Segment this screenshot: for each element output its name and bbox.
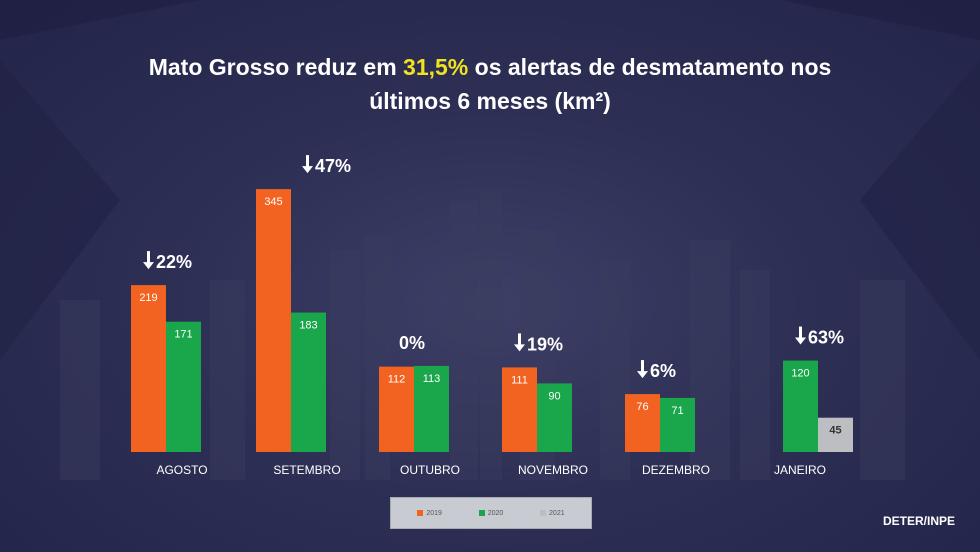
x-tick-label-setembro: SETEMBRO	[273, 463, 340, 477]
title-line-1: Mato Grosso reduz em 31,5% os alertas de…	[0, 50, 980, 84]
change-annotation-outubro: 0%	[399, 333, 425, 353]
bar-2020-dezembro	[660, 397, 695, 452]
legend-swatch-2021	[540, 510, 547, 516]
change-annotation-janeiro: 63%	[808, 328, 844, 348]
down-arrow-icon	[302, 155, 313, 174]
legend-label-2021: 2021	[549, 509, 565, 517]
legend-item-2020: 2020	[478, 509, 504, 517]
down-arrow-icon	[514, 333, 525, 352]
bar-2019-agosto	[131, 285, 166, 452]
legend: 2019 2020 2021	[390, 497, 592, 529]
bar-2020-outubro	[414, 365, 449, 452]
legend-label-2019: 2019	[426, 509, 442, 517]
data-label-2019-agosto: 219	[139, 292, 157, 304]
data-label-2019-dezembro: 76	[636, 401, 648, 413]
data-label-2020-dezembro: 71	[671, 405, 683, 417]
bar-2019-novembro	[502, 367, 537, 452]
bar-2019-setembro	[256, 189, 291, 453]
data-label-2020-novembro: 90	[548, 390, 560, 402]
data-label-2020-outubro: 113	[423, 373, 441, 385]
bar-2020-novembro	[537, 383, 572, 452]
bar-2020-janeiro	[783, 360, 818, 452]
title-highlight: 31,5%	[403, 54, 469, 80]
source-label: DETER/INPE	[882, 514, 955, 528]
x-tick-label-agosto: AGOSTO	[156, 463, 207, 477]
legend-label-2020: 2020	[487, 509, 504, 517]
legend-swatch-2019	[417, 510, 424, 516]
bar-2019-dezembro	[625, 394, 660, 452]
change-annotation-novembro: 19%	[527, 334, 563, 354]
change-annotation-setembro: 47%	[315, 156, 351, 176]
title-line-2: últimos 6 meses (km²)	[369, 88, 611, 114]
legend-item-2021: 2021	[540, 510, 565, 517]
down-arrow-icon	[637, 360, 648, 379]
down-arrow-icon	[795, 326, 806, 345]
bar-2019-outubro	[379, 366, 414, 452]
data-label-2019-setembro: 345	[264, 196, 282, 208]
legend-swatch-2020	[478, 510, 485, 516]
x-tick-label-novembro: NOVEMBRO	[518, 463, 588, 477]
bar-2020-agosto	[166, 321, 201, 452]
data-label-2020-setembro: 183	[299, 320, 317, 332]
data-label-2021-janeiro: 45	[829, 425, 841, 437]
bar-2020-setembro	[291, 312, 326, 452]
x-tick-label-outubro: OUTUBRO	[400, 463, 460, 477]
bar-2021-janeiro	[818, 417, 853, 452]
chart-title: Mato Grosso reduz em 31,5% os alertas de…	[0, 50, 980, 118]
legend-item-2019: 2019	[417, 510, 442, 517]
down-arrow-icon	[143, 251, 154, 270]
change-annotation-agosto: 22%	[156, 252, 192, 272]
title-post: os alertas de desmatamento nos	[468, 54, 832, 80]
data-label-2019-outubro: 112	[388, 374, 406, 386]
data-label-2020-janeiro: 120	[791, 368, 809, 380]
x-tick-label-janeiro: JANEIRO	[774, 463, 826, 477]
title-pre: Mato Grosso reduz em	[148, 54, 404, 80]
x-tick-label-dezembro: DEZEMBRO	[642, 463, 710, 477]
data-label-2020-agosto: 171	[174, 329, 192, 341]
change-annotation-dezembro: 6%	[650, 361, 676, 381]
data-label-2019-novembro: 111	[511, 374, 528, 386]
